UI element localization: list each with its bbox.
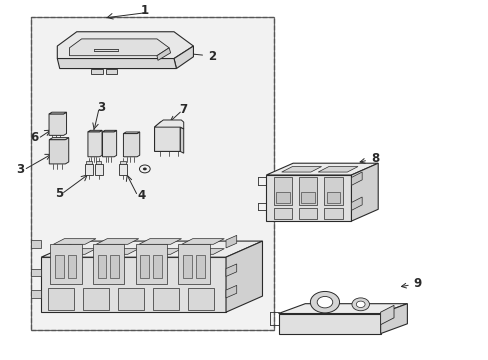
Polygon shape [139, 249, 181, 254]
Bar [140, 255, 149, 278]
Polygon shape [157, 48, 170, 60]
Polygon shape [182, 239, 224, 244]
Bar [55, 255, 63, 278]
Polygon shape [182, 249, 224, 254]
Bar [153, 288, 179, 310]
Bar [273, 177, 291, 205]
Circle shape [356, 301, 365, 307]
Polygon shape [380, 305, 393, 325]
Bar [84, 163, 93, 175]
Polygon shape [123, 132, 140, 134]
Polygon shape [318, 167, 357, 172]
Bar [188, 288, 214, 310]
Polygon shape [351, 197, 362, 210]
Bar [153, 255, 162, 278]
Text: 7: 7 [179, 103, 187, 116]
Polygon shape [102, 130, 116, 157]
Text: 3: 3 [16, 163, 24, 176]
Bar [119, 163, 127, 175]
Bar [30, 269, 41, 276]
Bar [30, 290, 41, 298]
Polygon shape [351, 172, 362, 185]
Polygon shape [49, 138, 69, 164]
Polygon shape [102, 130, 116, 132]
Polygon shape [278, 314, 380, 334]
Text: 4: 4 [137, 189, 145, 202]
Bar [86, 161, 91, 163]
Polygon shape [91, 68, 102, 74]
Polygon shape [57, 59, 176, 68]
Bar [118, 288, 144, 310]
Polygon shape [49, 112, 66, 114]
Polygon shape [180, 127, 183, 153]
Bar [98, 255, 106, 278]
Bar [30, 240, 41, 248]
Bar [50, 244, 81, 284]
Text: 1: 1 [141, 4, 148, 17]
Bar [96, 161, 101, 163]
Bar [298, 177, 317, 205]
Circle shape [310, 292, 339, 313]
Text: 3: 3 [97, 102, 105, 114]
Bar [135, 244, 167, 284]
Bar [183, 255, 192, 278]
Bar [30, 18, 273, 330]
Polygon shape [96, 239, 139, 244]
Polygon shape [139, 239, 181, 244]
Bar [324, 207, 342, 219]
Bar [276, 192, 289, 203]
Circle shape [317, 296, 332, 308]
Bar [298, 207, 317, 219]
Circle shape [142, 167, 146, 170]
Bar [324, 177, 342, 205]
Polygon shape [266, 175, 351, 221]
Polygon shape [174, 46, 193, 68]
Bar [110, 255, 119, 278]
Polygon shape [225, 235, 236, 248]
Bar [301, 192, 314, 203]
Bar [273, 207, 291, 219]
Polygon shape [41, 257, 225, 312]
Text: 9: 9 [401, 277, 421, 290]
Polygon shape [278, 304, 407, 314]
Bar [67, 255, 76, 278]
Polygon shape [154, 120, 183, 129]
Polygon shape [123, 132, 140, 157]
Polygon shape [49, 112, 66, 135]
Bar [196, 255, 204, 278]
Bar [326, 192, 340, 203]
Polygon shape [96, 249, 139, 254]
Bar [94, 163, 102, 175]
Polygon shape [106, 68, 117, 74]
Polygon shape [57, 32, 193, 59]
Polygon shape [154, 122, 180, 152]
Polygon shape [53, 239, 96, 244]
Polygon shape [351, 163, 377, 221]
Polygon shape [88, 130, 102, 157]
Polygon shape [225, 241, 262, 312]
Text: 6: 6 [30, 131, 39, 144]
Bar [48, 288, 74, 310]
Circle shape [351, 298, 369, 311]
Polygon shape [266, 163, 377, 175]
Text: 2: 2 [187, 50, 216, 63]
Polygon shape [69, 39, 169, 56]
Polygon shape [225, 285, 236, 298]
Polygon shape [41, 241, 262, 257]
Bar [93, 244, 124, 284]
Polygon shape [49, 138, 69, 140]
Bar [120, 161, 125, 163]
Bar [83, 288, 109, 310]
Polygon shape [281, 167, 321, 172]
Polygon shape [225, 264, 236, 276]
Text: 8: 8 [359, 152, 378, 165]
Polygon shape [53, 249, 96, 254]
Bar [30, 18, 273, 330]
Text: 5: 5 [55, 187, 63, 200]
Bar [178, 244, 209, 284]
Polygon shape [88, 130, 102, 132]
Polygon shape [380, 304, 407, 334]
